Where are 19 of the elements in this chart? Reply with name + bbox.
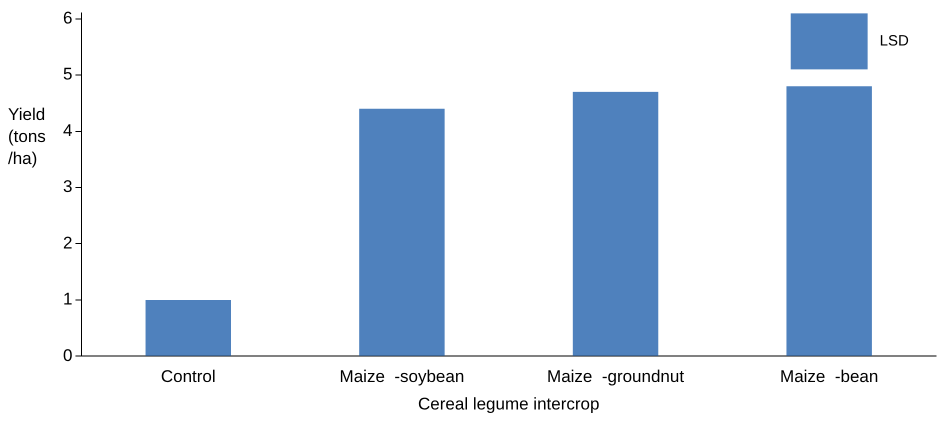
x-tick-label: Maize -bean: [780, 367, 878, 386]
y-tick-label: 3: [62, 177, 72, 196]
y-tick-label: 0: [62, 346, 72, 365]
y-tick-label: 6: [62, 8, 72, 28]
y-axis-title: Yield (tons /ha): [8, 104, 47, 170]
bar: [786, 86, 872, 356]
x-tick-label: Maize -groundnut: [547, 367, 684, 386]
y-tick-label: 4: [62, 120, 72, 140]
x-tick-label: Maize -soybean: [340, 367, 464, 386]
y-tick-label: 5: [62, 64, 72, 84]
y-tick-label: 2: [62, 233, 72, 252]
bar: [359, 108, 445, 356]
x-tick-label: Control: [160, 367, 216, 386]
x-axis-title: Cereal legume intercrop: [418, 394, 600, 414]
series-label: LSD: [880, 32, 909, 50]
bar: [146, 300, 231, 356]
y-tick-label: 1: [62, 290, 72, 309]
bar: [572, 92, 658, 356]
bar: [790, 13, 868, 70]
